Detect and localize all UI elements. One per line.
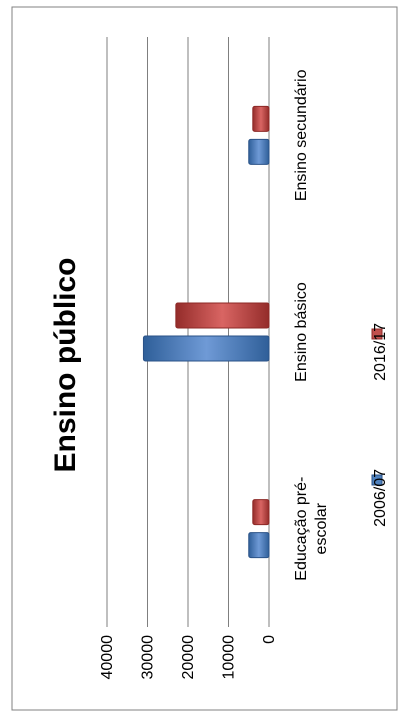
chart-title: Ensino público [49, 258, 82, 473]
bar-layer [142, 105, 270, 559]
bar [175, 302, 270, 329]
legend-label: 2006/07 [372, 469, 389, 527]
legend: 2006/07 2016/17 [371, 323, 389, 527]
x-category-label: Educação pré- [293, 477, 310, 581]
legend-swatch [371, 328, 383, 340]
bar [252, 105, 270, 132]
y-tick-label: 0 [261, 635, 278, 644]
grid-layer [106, 37, 270, 627]
tick-layer: 0 10000 20000 30000 40000 [99, 635, 278, 680]
y-tick-label: 40000 [99, 635, 116, 680]
x-category-label: Ensino secundário [293, 69, 310, 201]
legend-swatch [371, 474, 383, 486]
bar [252, 499, 270, 526]
y-tick-label: 10000 [221, 635, 238, 680]
bar [248, 138, 270, 165]
legend-label: 2016/17 [372, 323, 389, 381]
category-labels: Educação pré-escolar Ensino básico Ensino … [293, 69, 330, 580]
y-tick-label: 30000 [140, 635, 157, 680]
bar [248, 532, 270, 559]
y-tick-label: 20000 [180, 635, 197, 680]
x-category-label: Ensino básico [293, 282, 310, 382]
bar [142, 335, 270, 362]
x-category-label: escolar [313, 502, 330, 554]
